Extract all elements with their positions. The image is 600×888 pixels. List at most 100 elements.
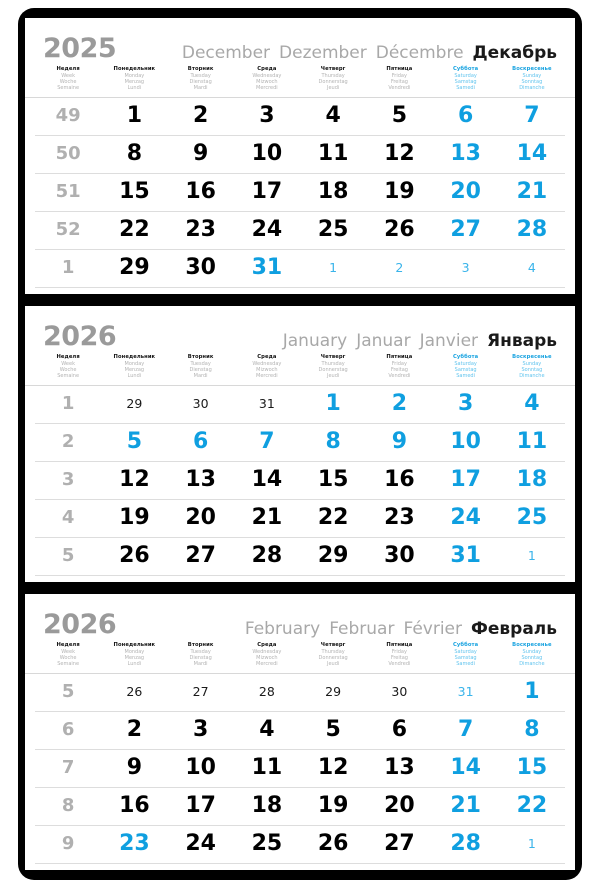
day-cell[interactable]: 13 — [450, 141, 481, 167]
day-cell[interactable]: 23 — [185, 217, 216, 243]
day-cell[interactable]: 24 — [450, 505, 481, 531]
day-cell[interactable]: 21 — [251, 505, 283, 531]
day-cell[interactable]: 25 — [251, 831, 283, 857]
day-cell[interactable]: 4 — [259, 717, 275, 743]
day-cell[interactable]: 14 — [251, 467, 283, 493]
day-cell[interactable]: 17 — [251, 179, 283, 205]
day-cell[interactable]: 12 — [384, 141, 415, 167]
day-cell[interactable]: 15 — [119, 179, 150, 205]
day-cell[interactable]: 27 — [185, 543, 216, 569]
day-cell[interactable]: 16 — [384, 467, 415, 493]
day-cell[interactable]: 9 — [192, 141, 209, 167]
day-cell[interactable]: 28 — [516, 217, 548, 243]
day-cell[interactable]: 11 — [251, 755, 283, 781]
day-cell[interactable]: 31 — [450, 543, 481, 569]
day-cell[interactable]: 29 — [325, 684, 342, 700]
day-cell[interactable]: 25 — [317, 217, 349, 243]
day-cell[interactable]: 28 — [450, 831, 481, 857]
day-cell[interactable]: 30 — [185, 255, 216, 281]
day-cell[interactable]: 20 — [185, 505, 216, 531]
day-cell[interactable]: 4 — [527, 260, 536, 276]
day-cell[interactable]: 31 — [457, 684, 474, 700]
day-cell[interactable]: 27 — [384, 831, 415, 857]
day-cell[interactable]: 1 — [527, 548, 536, 564]
day-cell[interactable]: 16 — [185, 179, 216, 205]
day-cell[interactable]: 2 — [395, 260, 404, 276]
day-cell[interactable]: 2 — [391, 391, 408, 417]
day-cell[interactable]: 14 — [516, 141, 548, 167]
day-cell[interactable]: 10 — [450, 429, 481, 455]
day-cell[interactable]: 16 — [119, 793, 150, 819]
day-cell[interactable]: 19 — [119, 505, 150, 531]
day-cell[interactable]: 15 — [516, 755, 548, 781]
day-cell[interactable]: 4 — [524, 391, 540, 417]
day-cell[interactable]: 3 — [192, 717, 209, 743]
day-cell[interactable]: 22 — [119, 217, 150, 243]
day-cell[interactable]: 24 — [251, 217, 283, 243]
day-cell[interactable]: 29 — [317, 543, 349, 569]
day-cell[interactable]: 11 — [317, 141, 349, 167]
day-cell[interactable]: 27 — [450, 217, 481, 243]
day-cell[interactable]: 9 — [391, 429, 408, 455]
day-cell[interactable]: 24 — [185, 831, 216, 857]
day-cell[interactable]: 3 — [461, 260, 470, 276]
day-cell[interactable]: 17 — [185, 793, 216, 819]
day-cell[interactable]: 3 — [457, 391, 474, 417]
day-cell[interactable]: 9 — [126, 755, 143, 781]
day-cell[interactable]: 18 — [317, 179, 349, 205]
day-cell[interactable]: 8 — [325, 429, 341, 455]
day-cell[interactable]: 22 — [516, 793, 548, 819]
day-cell[interactable]: 1 — [524, 679, 540, 705]
day-cell[interactable]: 28 — [258, 684, 275, 700]
day-cell[interactable]: 7 — [259, 429, 275, 455]
day-cell[interactable]: 7 — [457, 717, 474, 743]
day-cell[interactable]: 6 — [391, 717, 408, 743]
day-cell[interactable]: 30 — [391, 684, 408, 700]
day-cell[interactable]: 1 — [329, 260, 338, 276]
day-cell[interactable]: 19 — [317, 793, 349, 819]
day-cell[interactable]: 19 — [384, 179, 415, 205]
day-cell[interactable]: 17 — [450, 467, 481, 493]
day-cell[interactable]: 26 — [119, 543, 150, 569]
day-cell[interactable]: 13 — [185, 467, 216, 493]
day-cell[interactable]: 26 — [126, 684, 143, 700]
day-cell[interactable]: 27 — [192, 684, 209, 700]
day-cell[interactable]: 8 — [524, 717, 540, 743]
day-cell[interactable]: 10 — [185, 755, 216, 781]
day-cell[interactable]: 8 — [126, 141, 143, 167]
day-cell[interactable]: 10 — [251, 141, 283, 167]
day-cell[interactable]: 6 — [457, 103, 474, 129]
day-cell[interactable]: 2 — [126, 717, 143, 743]
day-cell[interactable]: 31 — [251, 255, 283, 281]
day-cell[interactable]: 21 — [516, 179, 548, 205]
day-cell[interactable]: 6 — [192, 429, 209, 455]
day-cell[interactable]: 5 — [126, 429, 143, 455]
day-cell[interactable]: 3 — [259, 103, 275, 129]
day-cell[interactable]: 5 — [391, 103, 408, 129]
day-cell[interactable]: 14 — [450, 755, 481, 781]
day-cell[interactable]: 12 — [119, 467, 150, 493]
day-cell[interactable]: 31 — [258, 396, 275, 412]
day-cell[interactable]: 1 — [527, 836, 536, 852]
day-cell[interactable]: 2 — [192, 103, 209, 129]
day-cell[interactable]: 1 — [126, 103, 143, 129]
day-cell[interactable]: 26 — [317, 831, 349, 857]
day-cell[interactable]: 5 — [325, 717, 341, 743]
day-cell[interactable]: 7 — [524, 103, 540, 129]
day-cell[interactable]: 25 — [516, 505, 548, 531]
day-cell[interactable]: 26 — [384, 217, 415, 243]
day-cell[interactable]: 23 — [119, 831, 150, 857]
day-cell[interactable]: 1 — [325, 391, 341, 417]
day-cell[interactable]: 28 — [251, 543, 283, 569]
day-cell[interactable]: 13 — [384, 755, 415, 781]
day-cell[interactable]: 18 — [251, 793, 283, 819]
day-cell[interactable]: 15 — [317, 467, 349, 493]
day-cell[interactable]: 20 — [450, 179, 481, 205]
day-cell[interactable]: 11 — [516, 429, 548, 455]
day-cell[interactable]: 22 — [317, 505, 349, 531]
day-cell[interactable]: 29 — [119, 255, 150, 281]
day-cell[interactable]: 4 — [325, 103, 341, 129]
day-cell[interactable]: 18 — [516, 467, 548, 493]
day-cell[interactable]: 23 — [384, 505, 415, 531]
day-cell[interactable]: 30 — [384, 543, 415, 569]
